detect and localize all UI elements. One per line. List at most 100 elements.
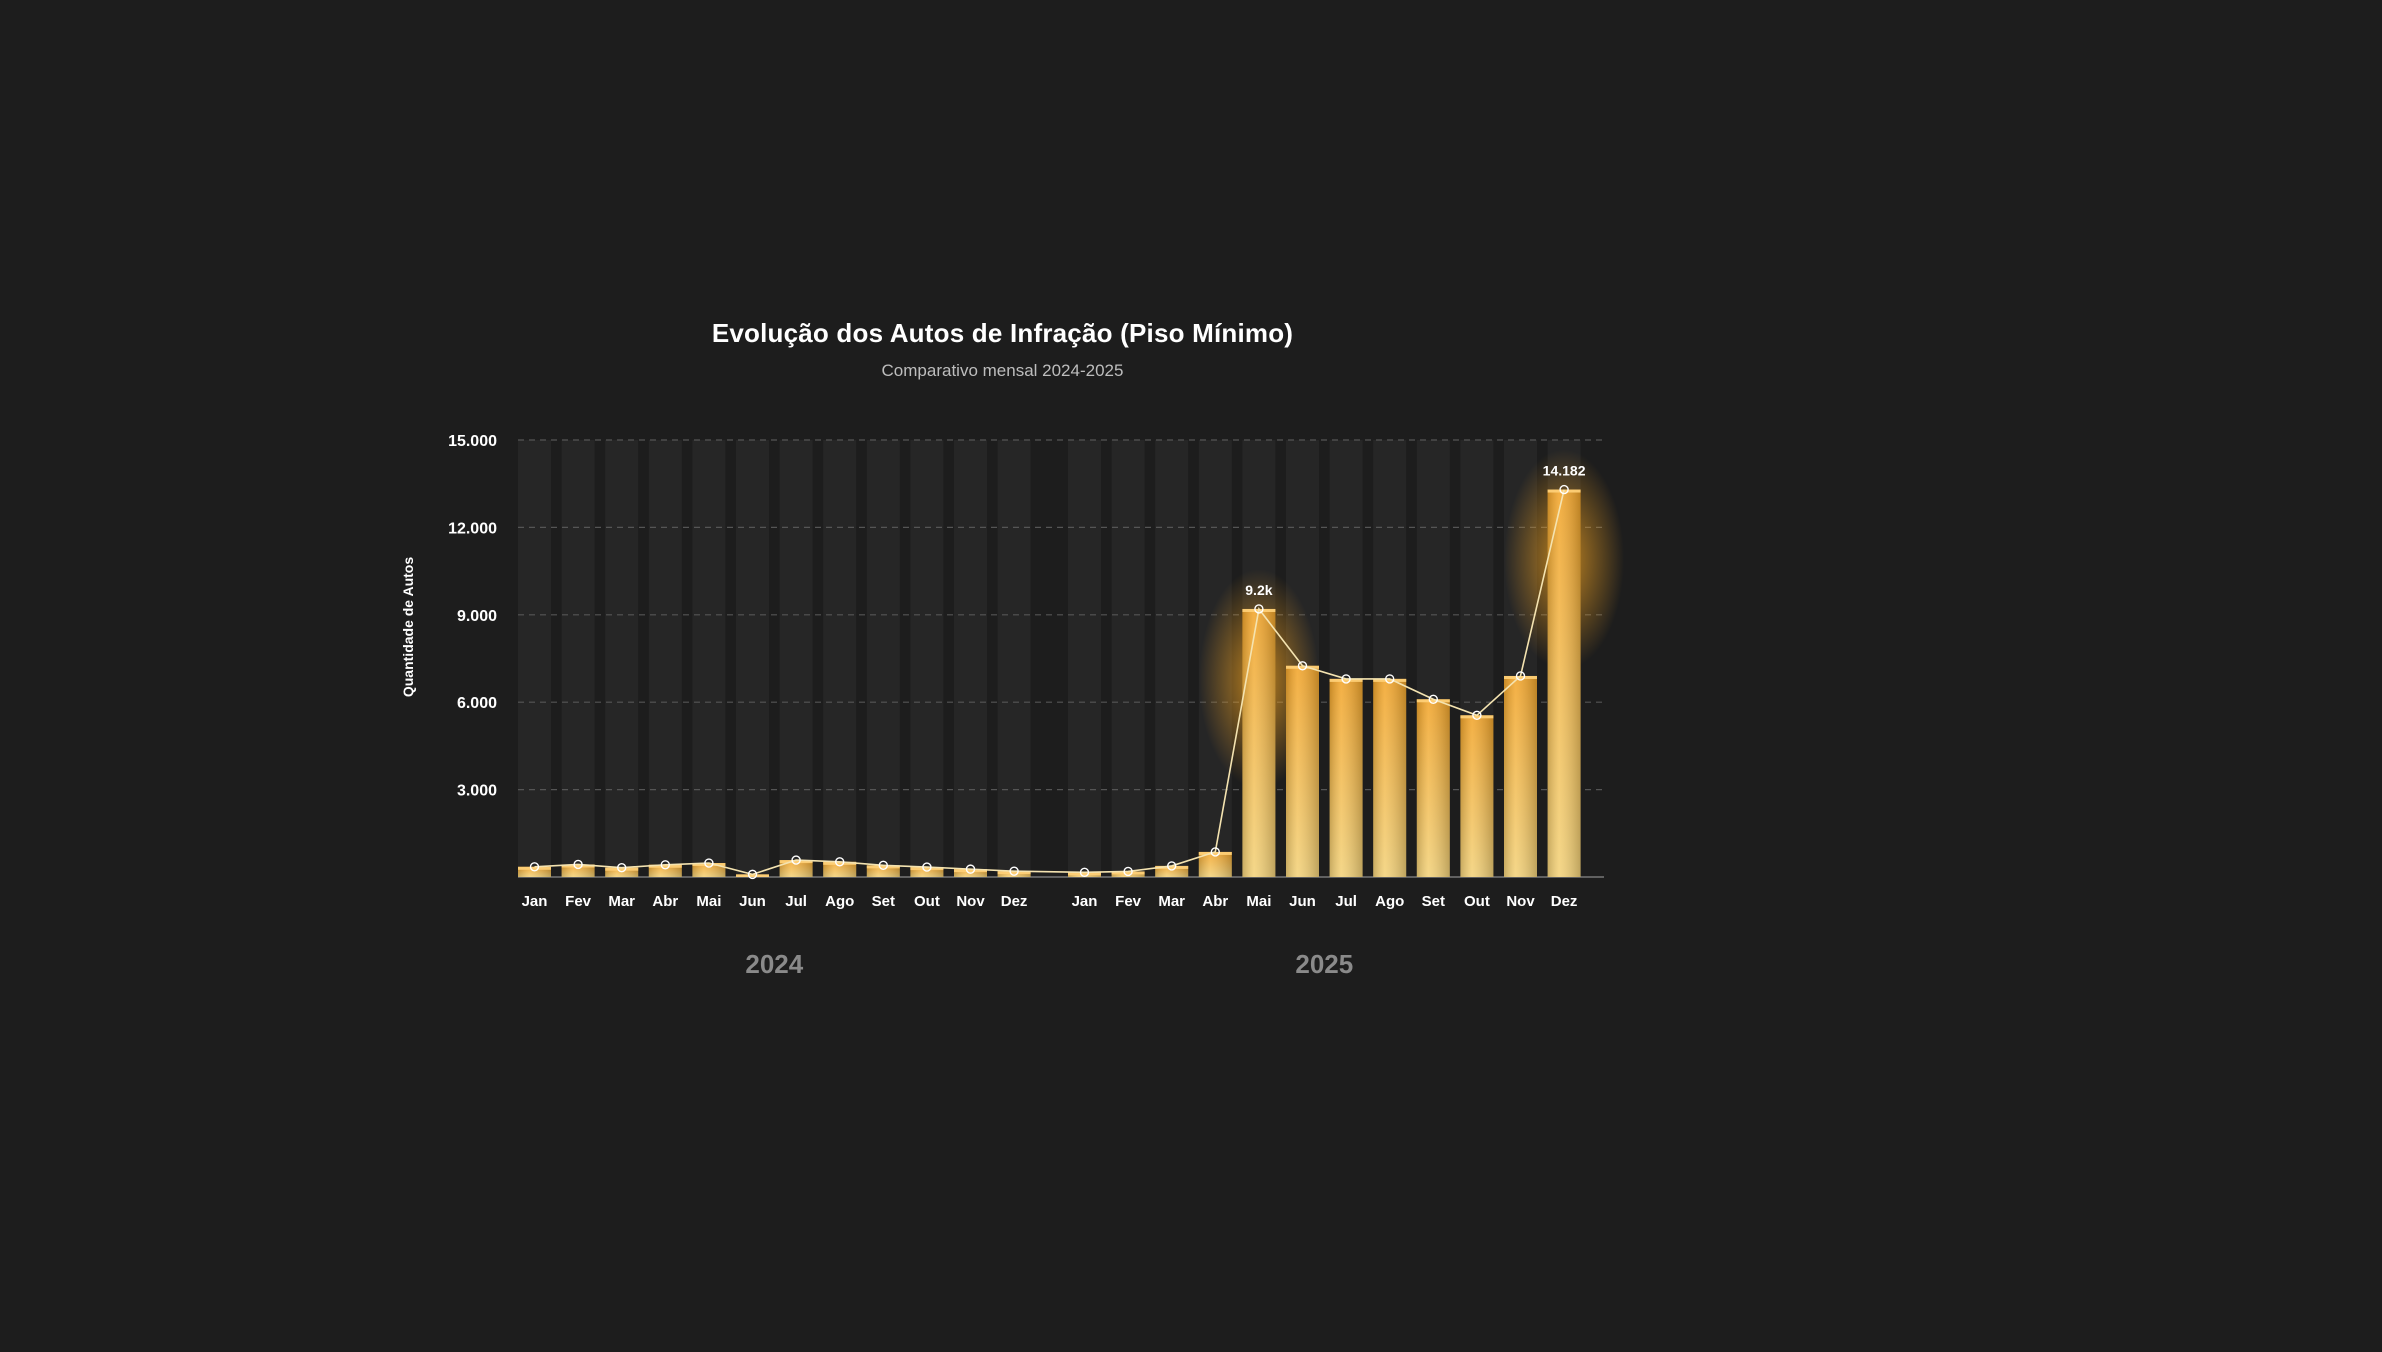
- x-tick-label: Jun: [739, 893, 766, 910]
- x-tick-label: Mar: [1158, 893, 1185, 910]
- y-tick-label: 12.000: [448, 520, 497, 537]
- trend-point: [1341, 674, 1351, 684]
- bar-top-edge: [1329, 678, 1363, 682]
- bar-top-edge: [561, 864, 595, 868]
- y-tick-label: 6.000: [457, 695, 497, 712]
- background-column: [910, 440, 944, 877]
- bar-top-edge: [736, 874, 769, 877]
- bar-top-edge: [779, 860, 813, 864]
- bar-top-edge: [648, 864, 682, 868]
- background-column: [561, 440, 595, 877]
- bar-shading: [561, 864, 595, 877]
- y-tick-label: 15.000: [448, 433, 497, 450]
- trend-point: [1079, 867, 1090, 878]
- bar-top-edge: [605, 867, 639, 871]
- y-tick-label: 9.000: [457, 608, 497, 625]
- y-tick-label: 3.000: [457, 783, 497, 800]
- chart-subtitle: Comparativo mensal 2024-2025: [881, 361, 1124, 380]
- bar-shading: [1242, 608, 1276, 877]
- bar-top-edge: [1286, 665, 1319, 669]
- x-tick-label: Jul: [785, 893, 807, 910]
- background-column: [779, 440, 813, 877]
- background-column: [1155, 440, 1189, 877]
- bar-shading: [648, 864, 682, 877]
- trend-point: [965, 864, 976, 874]
- x-tick-label: Mar: [608, 893, 635, 910]
- x-tick-label: Jan: [522, 893, 548, 910]
- bar-shading: [1155, 865, 1189, 877]
- y-axis-title: Quantidade de Autos: [400, 557, 416, 697]
- trend-point: [1428, 694, 1439, 704]
- trend-point: [1123, 866, 1133, 877]
- trend-point: [1297, 661, 1308, 671]
- x-tick-label: Set: [872, 893, 895, 910]
- trend-point: [529, 862, 540, 872]
- trend-point: [704, 858, 714, 868]
- background-column: [997, 440, 1031, 877]
- bar-top-edge: [1460, 715, 1494, 719]
- trend-point: [878, 860, 888, 871]
- x-tick-label: Dez: [1001, 893, 1028, 910]
- trend-point: [1559, 484, 1569, 495]
- trend-point: [1166, 861, 1177, 871]
- trend-point: [1515, 671, 1526, 681]
- x-tick-label: Ago: [1375, 893, 1404, 910]
- bar-top-edge: [954, 869, 987, 873]
- x-tick-label: Jan: [1072, 893, 1098, 910]
- bar-top-edge: [1416, 699, 1450, 703]
- trend-point: [617, 862, 627, 873]
- bar-top-edge: [997, 871, 1031, 875]
- trend-point: [1384, 674, 1395, 684]
- data-label: 14.182: [1543, 463, 1586, 479]
- bar-top-edge: [1155, 865, 1189, 869]
- x-tick-label: Fev: [565, 893, 592, 910]
- bar-shading: [1329, 678, 1363, 877]
- background-column: [605, 440, 639, 877]
- background-column: [823, 440, 857, 877]
- trend-point: [573, 859, 583, 870]
- trend-point: [922, 862, 932, 872]
- bar-shading: [1460, 715, 1494, 877]
- background-column: [518, 440, 551, 877]
- x-tick-label: Dez: [1551, 893, 1578, 910]
- bar-top-edge: [1504, 675, 1537, 679]
- year-label: 2025: [1295, 949, 1353, 979]
- background-column: [1111, 440, 1145, 877]
- bar-shading: [1286, 665, 1319, 877]
- x-tick-label: Mai: [696, 893, 721, 910]
- chart-title: Evolução dos Autos de Infração (Piso Mín…: [711, 318, 1294, 348]
- trend-point: [747, 869, 758, 880]
- x-tick-label: Nov: [956, 893, 985, 910]
- bar-top-edge: [910, 867, 944, 871]
- x-tick-label: Ago: [825, 893, 854, 910]
- bar-top-edge: [823, 861, 857, 865]
- trend-point: [791, 855, 801, 865]
- x-tick-label: Abr: [1202, 893, 1228, 910]
- background-column: [692, 440, 726, 877]
- trend-point: [1210, 847, 1221, 857]
- trend-point: [1254, 604, 1264, 614]
- background-column: [866, 440, 900, 877]
- bar-top-edge: [1373, 678, 1407, 682]
- bar-shading: [1547, 489, 1581, 877]
- x-tick-label: Set: [1422, 893, 1445, 910]
- trend-line: [534, 489, 1565, 876]
- background-column: [648, 440, 682, 877]
- bar-shading: [1504, 675, 1537, 877]
- bar-shading: [866, 865, 900, 877]
- bar-shading: [779, 860, 813, 877]
- trend-point: [1009, 866, 1019, 876]
- x-tick-label: Abr: [652, 893, 678, 910]
- bar-shading: [823, 861, 857, 877]
- bar-top-edge: [1111, 871, 1145, 875]
- bar-top-edge: [866, 865, 900, 869]
- bar-shading: [910, 867, 944, 877]
- bar-top-edge: [1068, 872, 1101, 876]
- background-column: [1068, 440, 1101, 877]
- x-tick-label: Nov: [1506, 893, 1535, 910]
- x-tick-label: Mai: [1246, 893, 1271, 910]
- bar-shading: [1373, 678, 1407, 877]
- bar-top-edge: [1198, 851, 1232, 855]
- bar-shading: [692, 863, 726, 877]
